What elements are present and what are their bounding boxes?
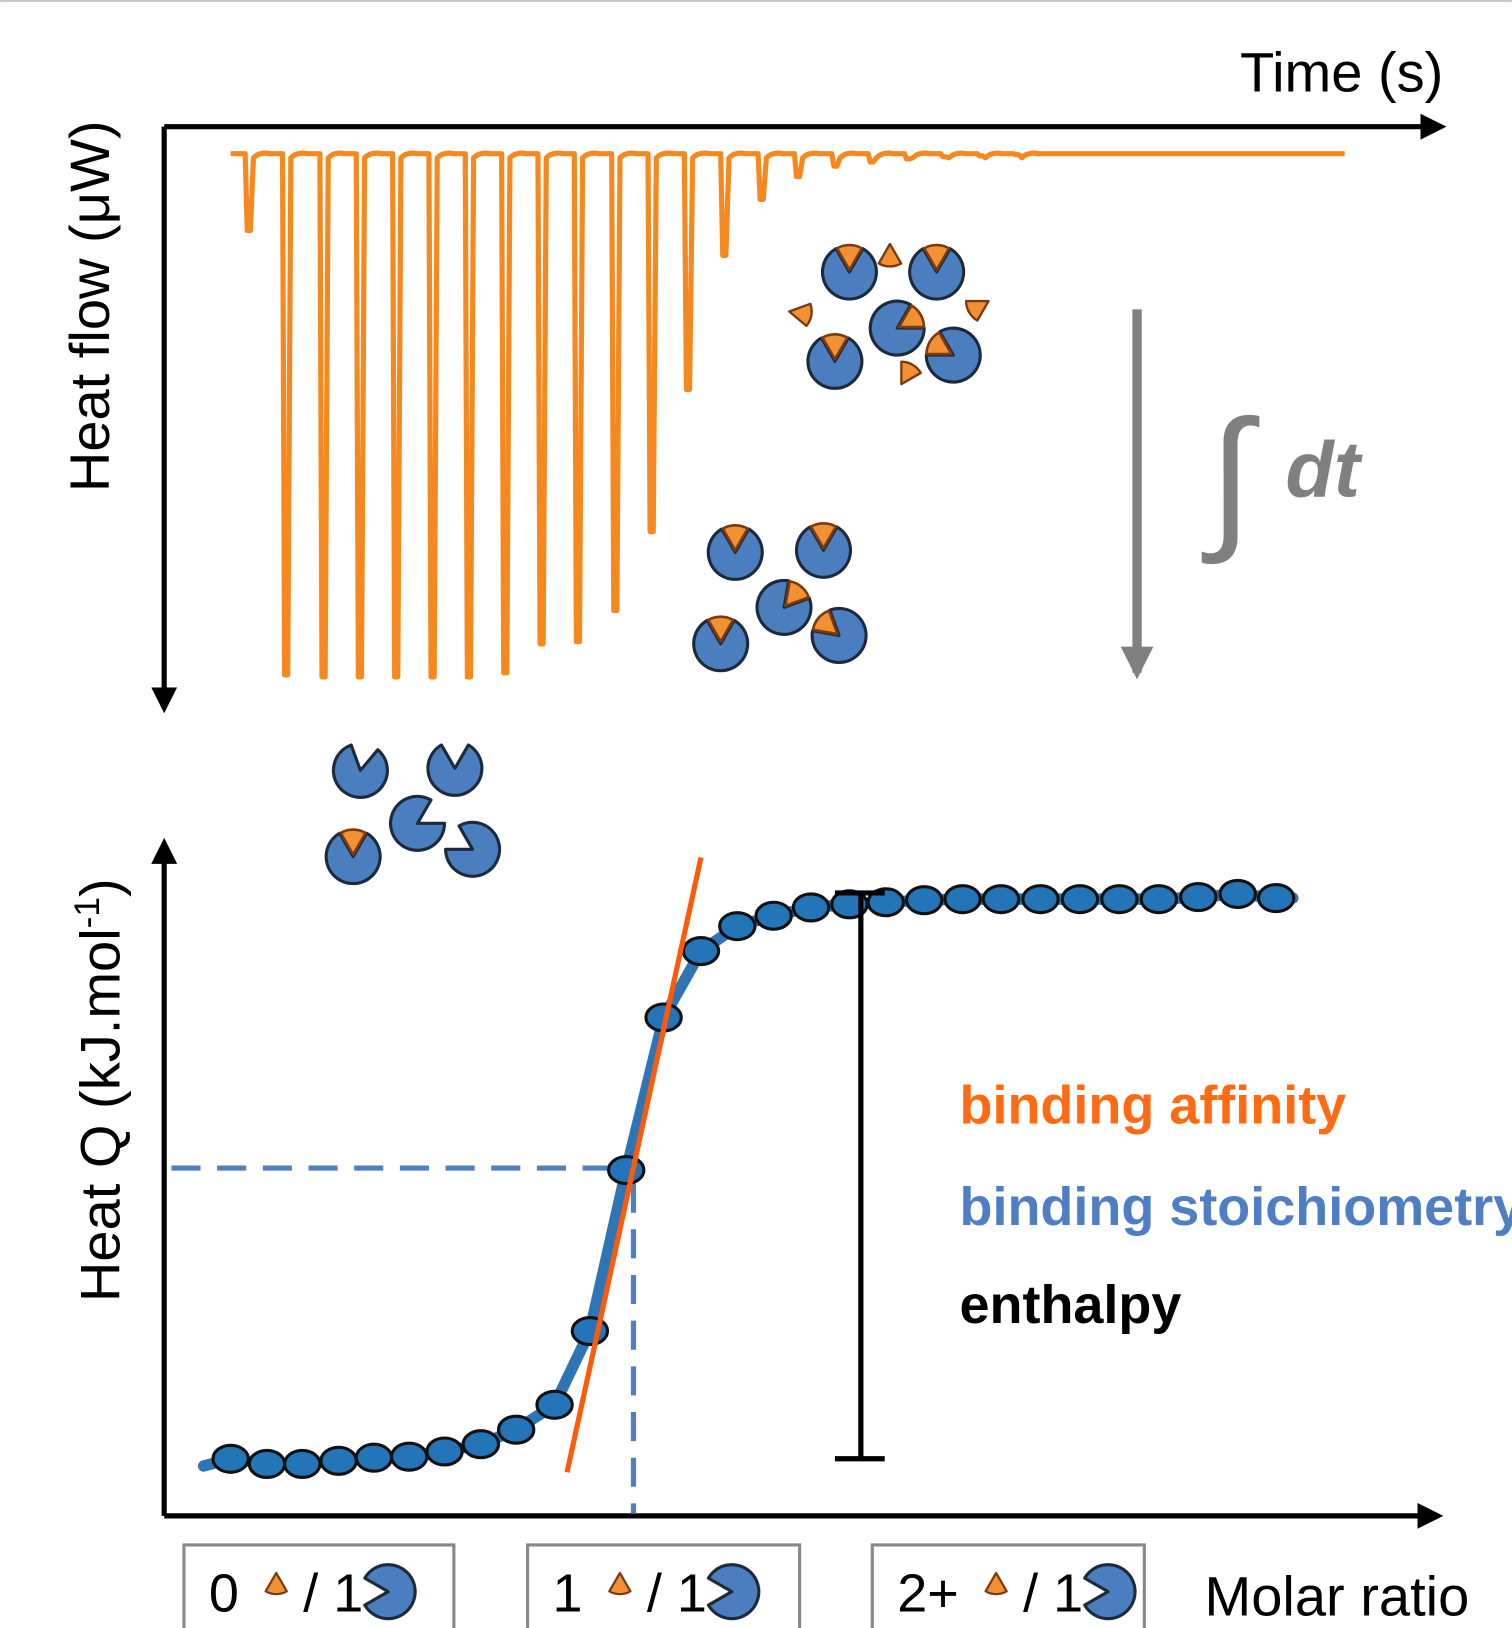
protein-count: / 1 (647, 1563, 707, 1623)
data-point (791, 892, 831, 923)
data-point (283, 1448, 322, 1480)
data-point (754, 900, 793, 931)
legend-affinity: binding affinity (960, 1075, 1347, 1135)
data-point (981, 884, 1021, 915)
integral-variable: dt (1286, 425, 1363, 513)
data-point (1060, 884, 1100, 915)
data-point (1179, 882, 1218, 913)
data-point (904, 885, 944, 916)
data-point (425, 1436, 464, 1467)
affinity-slope (564, 857, 704, 1473)
protein-count: / 1 (1023, 1563, 1083, 1623)
protein-icon (1083, 1563, 1137, 1621)
data-point (390, 1441, 429, 1472)
thermogram (230, 150, 1345, 680)
data-point (943, 884, 982, 915)
ratio-box (870, 1543, 1146, 1628)
data-point (1139, 884, 1179, 915)
complex-cluster-half (694, 523, 877, 673)
protein-icon (706, 1563, 761, 1621)
data-point (211, 1443, 250, 1474)
data-point (354, 1442, 394, 1473)
heat-flow-label: Heat flow (μW) (58, 120, 121, 492)
ligand-icon (264, 1571, 288, 1596)
protein-count: / 1 (303, 1563, 363, 1623)
legend-enthalpy: enthalpy (960, 1275, 1182, 1335)
data-point (535, 1389, 574, 1420)
ligand-icon (984, 1571, 1008, 1596)
heat-q-superscript: -1 (68, 897, 107, 928)
time-label: Time (s) (1240, 40, 1443, 103)
ratio-box (526, 1543, 802, 1628)
ligand-count: 1 (553, 1563, 583, 1623)
ligand-icon (608, 1571, 632, 1596)
integral-sign: ∫ (1201, 390, 1259, 565)
heat-q-text: Heat Q (kJ.mol (69, 928, 132, 1302)
data-point (247, 1448, 287, 1480)
data-point (681, 935, 721, 967)
complex-cluster-saturated (786, 242, 996, 392)
data-point (718, 911, 757, 942)
enthalpy-bar (834, 890, 885, 1462)
data-point (1218, 878, 1257, 910)
ratio-boxes: 0 / 1 1 / 1 2+ / 1 (182, 1543, 1146, 1628)
ligand-count: 0 (209, 1563, 239, 1623)
data-point (607, 1155, 646, 1186)
protein-cluster-free (326, 741, 512, 888)
heat-q-label: Heat Q (kJ.mol-1) (68, 878, 132, 1302)
ratio-box (182, 1543, 456, 1628)
legend-stoichiometry: binding stoichiometry (960, 1177, 1512, 1237)
data-point (319, 1445, 358, 1476)
protein-icon (363, 1563, 417, 1621)
data-point (1256, 883, 1296, 914)
heat-q-close: ) (69, 878, 132, 897)
data-points (211, 878, 1296, 1480)
ligand-count: 2+ (897, 1563, 959, 1623)
data-point (1021, 884, 1060, 915)
data-point (1100, 884, 1139, 915)
molar-ratio-label: Molar ratio (1205, 1565, 1470, 1628)
data-point (461, 1429, 501, 1460)
data-point (496, 1414, 536, 1445)
